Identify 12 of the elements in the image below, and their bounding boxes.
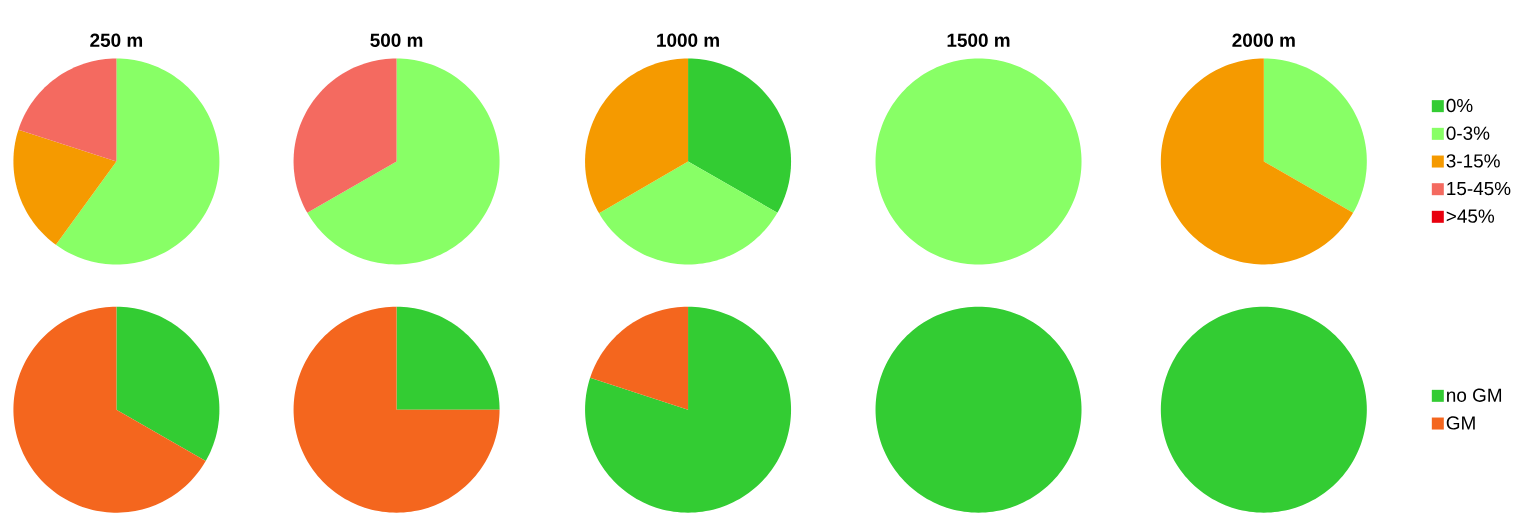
chart-title: 1500 m (947, 33, 1010, 47)
legend-label: 3-15% (1446, 154, 1500, 168)
legend-label: >45% (1446, 209, 1495, 223)
legend-label: 0% (1446, 98, 1473, 113)
legend-label: 15-45% (1447, 181, 1511, 196)
chart-title: 250 m (90, 33, 143, 47)
chart-title: 2000 m (1232, 33, 1295, 47)
chart-title: 500 m (370, 33, 423, 47)
chart-title: 1000 m (657, 33, 719, 47)
legend-label: 0-3% (1446, 126, 1490, 140)
legend-label: no GM (1447, 388, 1502, 402)
legend-label: GM (1446, 416, 1475, 430)
